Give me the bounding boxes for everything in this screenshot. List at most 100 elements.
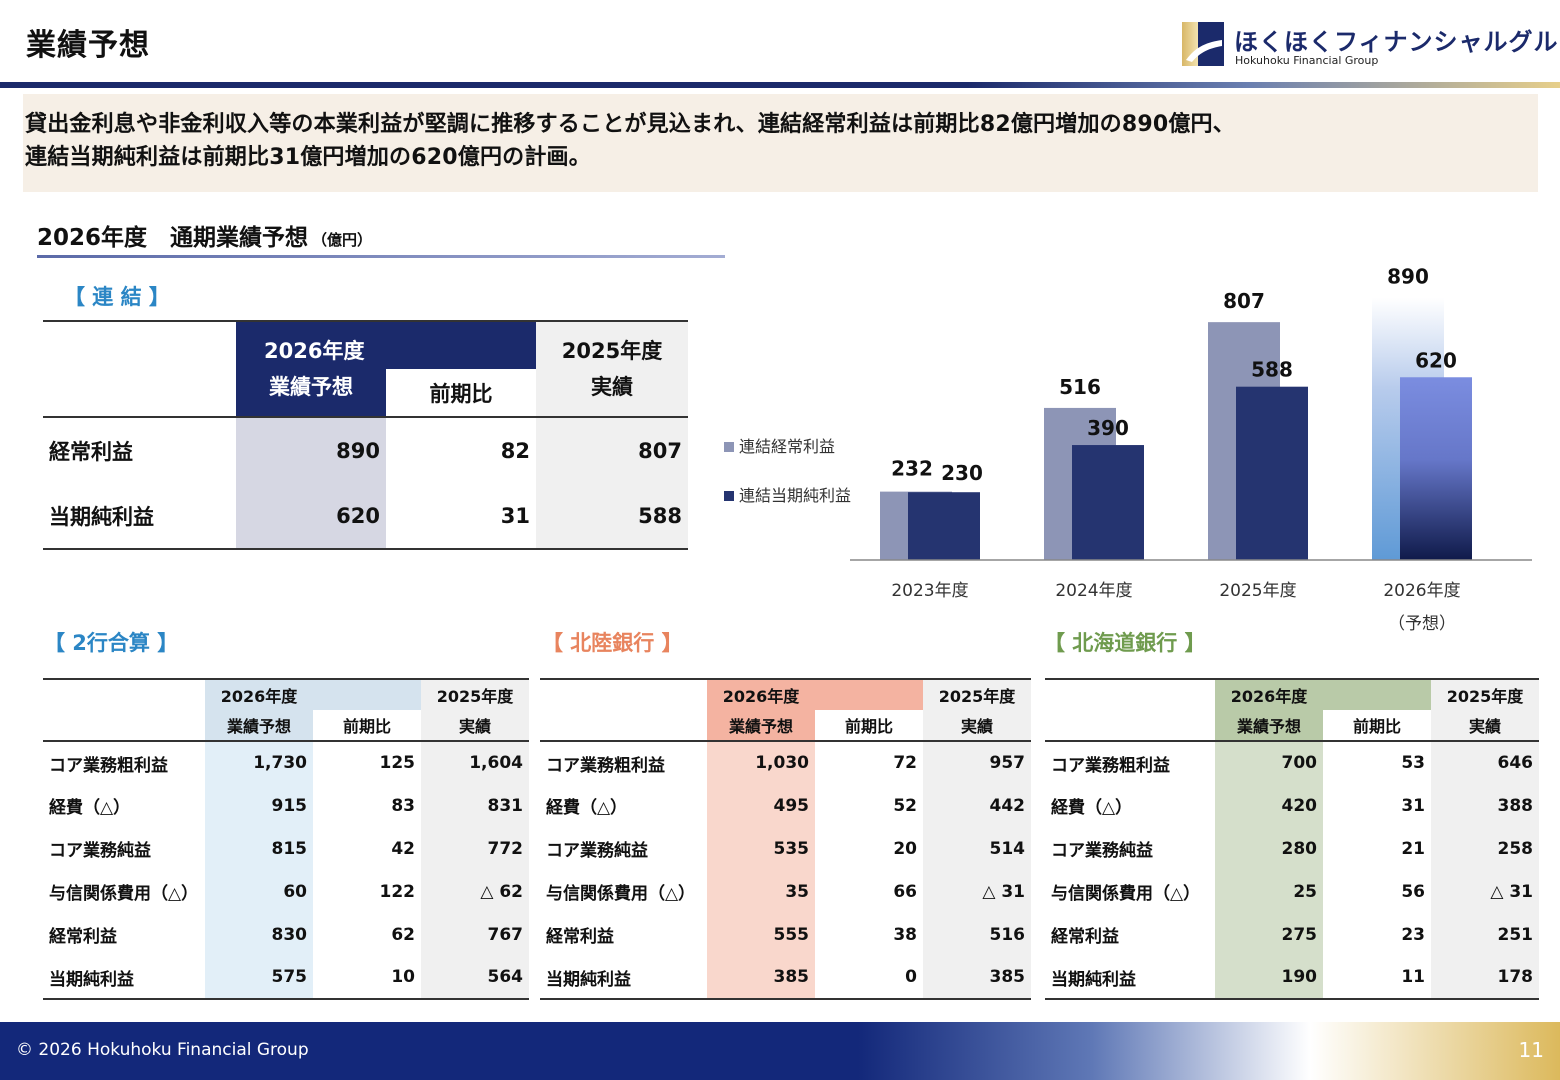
hokkaido-yoy-value: 56 — [1401, 881, 1425, 902]
hokuriku-yoy-value: 66 — [893, 881, 917, 902]
combined-prev-value: △ 62 — [421, 870, 529, 913]
hokuriku-header-blank — [540, 678, 707, 710]
combined-header-fy: 2026年度 — [205, 678, 313, 710]
combined-row-label: 経費（△） — [49, 798, 131, 818]
combined-header-blank-2 — [43, 710, 205, 741]
x-tick-label: 2023年度 — [891, 581, 968, 601]
consolidated-row-label: 当期純利益 — [43, 483, 236, 550]
hokuriku-header-prev: 2025年度 — [923, 678, 1031, 710]
hokkaido-row-label: コア業務粗利益 — [1045, 740, 1215, 784]
hokkaido-row: コア業務粗利益 700 53 646 — [1045, 740, 1539, 784]
header-rule — [0, 82, 1560, 88]
hokuriku-header-actual: 実績 — [923, 710, 1031, 741]
consolidated-header-row-1: 2026年度 2025年度 — [43, 320, 689, 369]
hokkaido-row-label: 当期純利益 — [1045, 956, 1215, 1000]
hokkaido-forecast-value: 25 — [1215, 870, 1323, 913]
combined-row-label: 経常利益 — [49, 927, 117, 947]
combined-prev-value: 564 — [421, 956, 529, 1000]
hokuriku-row-label: 与信関係費用（△） — [546, 884, 696, 904]
hokuriku-header-row-1: 2026年度 2025年度 — [540, 678, 1031, 710]
hokkaido-label: 【 北海道銀行 】 — [1044, 627, 1206, 657]
combined-table: 2026年度 2025年度 業績予想 前期比 実績 コア業務粗利益 1,730 125 1,60… — [43, 678, 529, 1000]
combined-forecast-value: 1,730 — [205, 740, 313, 784]
section-title-text: 2026年度 通期業績予想 — [37, 225, 309, 251]
combined-prev-value: 831 — [421, 784, 529, 827]
hokuriku-prev-value: 442 — [923, 784, 1031, 827]
consolidated-header-blank — [43, 320, 236, 369]
combined-yoy-value: 125 — [313, 740, 421, 784]
section-rule — [37, 255, 725, 258]
legend-swatch-net — [724, 491, 734, 501]
hokkaido-prev-value: △ 31 — [1431, 870, 1539, 913]
combined-yoy-value: 10 — [313, 956, 421, 1000]
hokuriku-table: 2026年度 2025年度 業績予想 前期比 実績 コア業務粗利益 1,030 72 957 経費… — [540, 678, 1031, 1000]
hokkaido-header-blank-2 — [1045, 710, 1215, 741]
hokuriku-header-row-2: 業績予想 前期比 実績 — [540, 710, 1031, 741]
summary-line-2: 連結当期純利益は前期比31億円増加の620億円の計画。 — [25, 145, 591, 170]
hokkaido-label-text: 【 北海道銀行 】 — [1044, 631, 1206, 655]
legend-label-ordinary: 連結経常利益 — [739, 437, 835, 456]
combined-prev-value: 772 — [421, 827, 529, 870]
hokkaido-row: 与信関係費用（△） 25 56 △ 31 — [1045, 870, 1539, 913]
hokkaido-prev-value: 646 — [1431, 740, 1539, 784]
hokkaido-row: 経常利益 275 23 251 — [1045, 913, 1539, 956]
combined-label: 【 2行合算 】 — [44, 627, 178, 657]
combined-yoy-value: 42 — [391, 838, 415, 859]
logo-text-en: Hokuhoku Financial Group — [1235, 54, 1379, 67]
hokuriku-row-label: コア業務粗利益 — [540, 740, 707, 784]
hokuriku-header-fy-ext — [815, 678, 923, 710]
hokuriku-yoy-value: 52 — [893, 795, 917, 816]
combined-row-label: コア業務粗利益 — [43, 740, 205, 784]
combined-header-row-1: 2026年度 2025年度 — [43, 678, 529, 710]
combined-header-blank — [43, 678, 205, 710]
hokuriku-forecast-value: 35 — [707, 870, 815, 913]
hokkaido-prev-value: 258 — [1431, 827, 1539, 870]
hokkaido-prev-value: 388 — [1431, 784, 1539, 827]
hokkaido-header-prev: 2025年度 — [1431, 678, 1539, 710]
hokkaido-row-label: 経費（△） — [1051, 798, 1133, 818]
hokuriku-label-text: 【 北陸銀行 】 — [542, 631, 683, 655]
hokuriku-header-yoy: 前期比 — [844, 717, 893, 736]
hokuriku-forecast-value: 1,030 — [707, 740, 815, 784]
consolidated-forecast-value: 890 — [236, 416, 386, 483]
combined-prev-value: 767 — [421, 913, 529, 956]
consolidated-yoy-value: 31 — [386, 483, 537, 550]
hokuriku-label: 【 北陸銀行 】 — [542, 627, 683, 657]
data-label-ordinary-profit: 890 — [1387, 265, 1429, 289]
section-unit: （億円） — [312, 231, 373, 249]
combined-label-text: 【 2行合算 】 — [44, 631, 179, 655]
hokuriku-yoy-value: 72 — [815, 740, 923, 784]
x-tick-sublabel: （予想） — [1388, 614, 1456, 634]
section-title: 2026年度 通期業績予想 （億円） — [37, 218, 372, 252]
combined-row: 当期純利益 575 10 564 — [43, 956, 529, 1000]
bar-net-income — [1236, 386, 1308, 560]
hokkaido-header-yoy: 前期比 — [1352, 717, 1401, 736]
hokkaido-header-forecast: 業績予想 — [1215, 710, 1323, 741]
combined-row: コア業務純益 815 42 772 — [43, 827, 529, 870]
combined-header-row-2: 業績予想 前期比 実績 — [43, 710, 529, 741]
combined-row-label: コア業務純益 — [49, 841, 151, 861]
hokuriku-row: 経常利益 555 38 516 — [540, 913, 1031, 956]
combined-header-actual: 実績 — [421, 710, 529, 741]
hokkaido-row-label: 与信関係費用（△） — [1051, 884, 1201, 904]
combined-row: コア業務粗利益 1,730 125 1,604 — [43, 740, 529, 784]
consolidated-header-prev: 2025年度 — [536, 320, 689, 369]
hokkaido-header-fy-ext — [1323, 678, 1431, 710]
company-logo: ほくほくフィナンシャルグループ Hokuhoku Financial Group — [1182, 22, 1560, 68]
hokuriku-row-label: コア業務純益 — [546, 841, 648, 861]
combined-header-fy-ext — [313, 678, 421, 710]
hokkaido-row: コア業務純益 280 21 258 — [1045, 827, 1539, 870]
hokkaido-yoy-value: 21 — [1401, 838, 1425, 859]
footer-copyright: © 2026 Hokuhoku Financial Group — [16, 1040, 309, 1060]
hokkaido-row-label: コア業務純益 — [1051, 841, 1153, 861]
hokkaido-forecast-value: 275 — [1215, 913, 1323, 956]
combined-yoy-value: 122 — [379, 881, 416, 902]
combined-row: 経費（△） 915 83 831 — [43, 784, 529, 827]
hokkaido-yoy-value: 31 — [1401, 795, 1425, 816]
chart-legend: 連結経常利益 連結当期純利益 — [724, 437, 851, 505]
logo-mark-icon — [1182, 22, 1224, 66]
footer: © 2026 Hokuhoku Financial Group 11 — [0, 1022, 1560, 1080]
page-number: 11 — [1518, 1038, 1544, 1062]
data-label-net-income: 230 — [941, 461, 983, 485]
hokuriku-row-label: 経費（△） — [546, 798, 628, 818]
